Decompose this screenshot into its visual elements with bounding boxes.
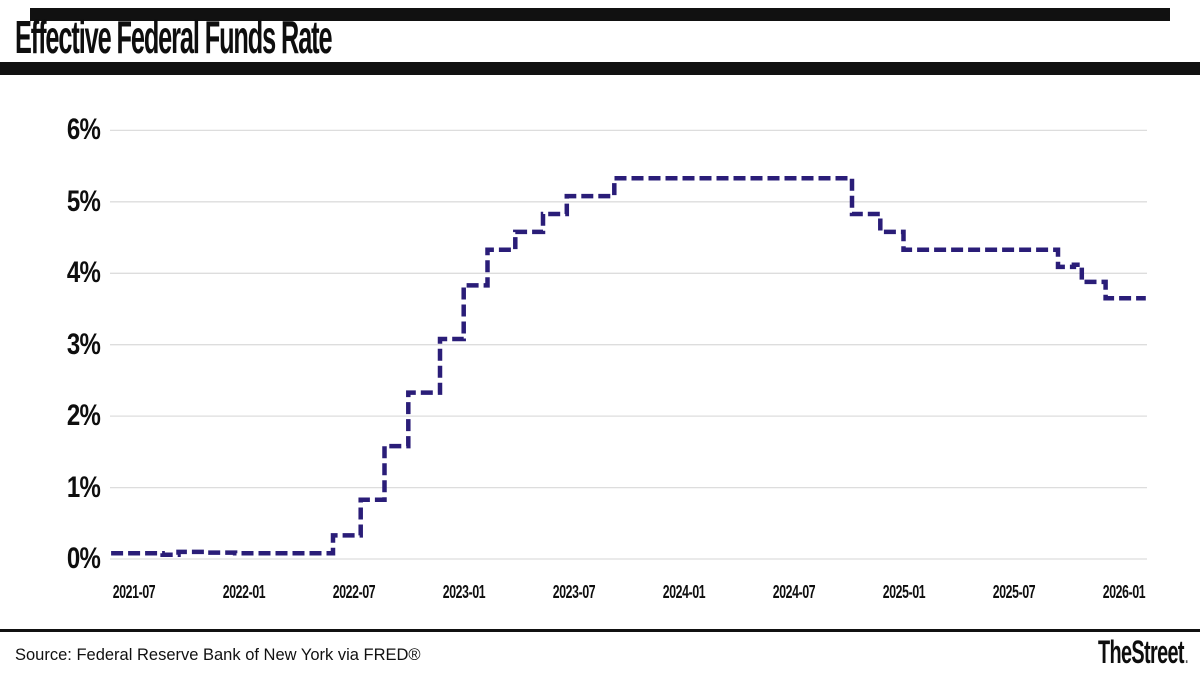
y-axis-tick-label: 3% bbox=[66, 328, 101, 361]
x-axis-tick-label: 2025-01 bbox=[882, 582, 926, 602]
x-axis-tick-label: 2025-07 bbox=[992, 582, 1036, 602]
footer-divider bbox=[0, 629, 1200, 632]
effr-line bbox=[111, 176, 1146, 557]
x-axis-tick-label: 2026-01 bbox=[1102, 582, 1146, 602]
y-axis-tick-label: 5% bbox=[66, 185, 101, 218]
y-axis-tick-label: 6% bbox=[66, 113, 101, 146]
x-axis-tick-label: 2024-01 bbox=[662, 582, 706, 602]
thestreet-logo-text: TheStreet bbox=[1098, 634, 1185, 670]
top-black-bar bbox=[30, 8, 1170, 21]
x-axis-tick-label: 2024-07 bbox=[772, 582, 816, 602]
under-title-black-bar bbox=[0, 62, 1200, 75]
y-axis-tick-label: 1% bbox=[66, 471, 101, 504]
chart-title: Effective Federal Funds Rate bbox=[15, 11, 333, 63]
x-axis-tick-label: 2023-01 bbox=[442, 582, 486, 602]
source-attribution: Source: Federal Reserve Bank of New York… bbox=[15, 646, 421, 664]
y-axis-tick-label: 2% bbox=[66, 399, 101, 432]
x-axis-tick-label: 2023-07 bbox=[552, 582, 596, 602]
x-axis-tick-label: 2021-07 bbox=[112, 582, 156, 602]
y-axis-tick-label: 4% bbox=[66, 256, 101, 289]
thestreet-logo: TheStreet. bbox=[1098, 636, 1188, 668]
x-axis-tick-label: 2022-07 bbox=[332, 582, 376, 602]
x-axis-tick-label: 2022-01 bbox=[222, 582, 266, 602]
y-axis-tick-label: 0% bbox=[66, 542, 101, 575]
thestreet-logo-dot: . bbox=[1185, 647, 1189, 667]
